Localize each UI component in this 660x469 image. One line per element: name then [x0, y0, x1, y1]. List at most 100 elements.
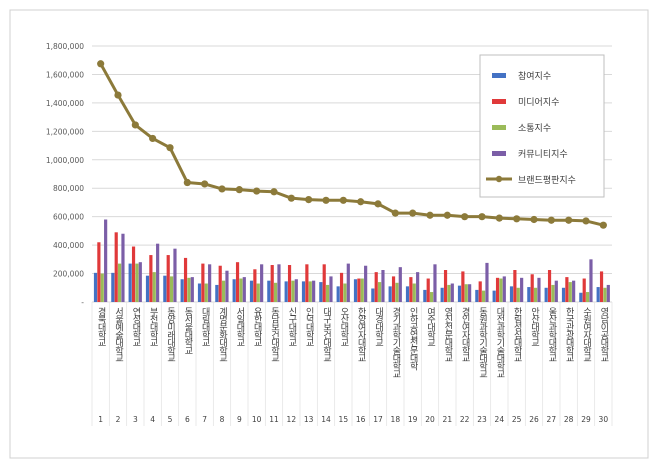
bar — [395, 282, 399, 302]
bar — [322, 264, 326, 302]
bar — [568, 282, 572, 302]
bar — [378, 282, 382, 302]
bar — [534, 287, 538, 302]
bar — [530, 274, 534, 302]
bar — [180, 279, 184, 302]
bar — [520, 277, 524, 302]
x-category-label: 대전과학기술대학교 — [494, 307, 504, 377]
y-tick-label: 800,000 — [53, 184, 84, 193]
bar — [166, 255, 170, 302]
legend-marker — [495, 175, 503, 183]
line-point — [166, 144, 174, 152]
bar — [374, 272, 378, 302]
bar — [235, 262, 240, 302]
rank-label: 28 — [564, 415, 574, 424]
rank-label: 11 — [269, 415, 279, 424]
bar — [114, 232, 118, 302]
bar — [447, 284, 451, 302]
bar — [482, 290, 486, 302]
x-category-label: 한양여자대학교 — [356, 307, 366, 362]
bar — [423, 289, 427, 302]
x-category-label: 대경대학교 — [373, 307, 383, 346]
bar — [426, 278, 430, 302]
legend-label: 커뮤니티지수 — [518, 149, 568, 160]
bar — [170, 276, 174, 302]
rank-label: 18 — [391, 415, 401, 424]
bar — [131, 246, 136, 302]
bar — [225, 270, 229, 302]
legend-swatch — [492, 99, 506, 104]
bar — [478, 281, 482, 302]
rank-label: 24 — [495, 415, 505, 424]
x-category-label: 동서울대학교 — [182, 307, 192, 354]
bar — [242, 277, 246, 302]
bar — [308, 281, 312, 302]
bar — [499, 278, 503, 302]
legend-label: 미디어지수 — [518, 97, 559, 108]
bar — [527, 287, 531, 302]
line-point — [218, 185, 226, 193]
rank-label: 25 — [512, 415, 522, 424]
line-point — [513, 215, 521, 223]
x-category-label: 한림성심대학교 — [512, 307, 522, 362]
rank-label: 15 — [339, 415, 349, 424]
bar — [204, 283, 208, 302]
bar — [319, 282, 323, 302]
bar — [443, 270, 448, 302]
bar — [267, 280, 271, 302]
rank-label: 2 — [116, 415, 121, 424]
x-category-label: 대림대학교 — [200, 307, 210, 346]
line-point — [409, 209, 417, 217]
bar — [398, 267, 402, 302]
rank-label: 27 — [547, 415, 557, 424]
bar — [145, 275, 150, 302]
line-point — [530, 215, 538, 224]
bar — [346, 263, 350, 302]
bar — [249, 280, 254, 302]
bar — [277, 264, 281, 302]
rank-label: 21 — [443, 415, 453, 424]
bar — [343, 283, 347, 302]
y-tick-label: 1,000,000 — [46, 156, 84, 165]
bar — [239, 278, 243, 302]
line-point — [322, 196, 330, 204]
line-point — [201, 180, 209, 188]
rank-label: 20 — [425, 415, 435, 424]
rank-label: 26 — [529, 415, 539, 424]
bar — [603, 287, 607, 302]
bar — [284, 281, 288, 302]
bar — [485, 262, 489, 302]
bar — [391, 276, 396, 302]
bar — [582, 278, 586, 302]
line-point — [287, 194, 295, 202]
bar — [135, 263, 139, 302]
bar — [457, 285, 462, 302]
rank-label: 13 — [304, 415, 314, 424]
bar — [416, 272, 420, 302]
bar — [256, 283, 260, 302]
bar — [371, 288, 375, 302]
bar — [353, 279, 358, 302]
bar — [208, 264, 212, 302]
line-point — [495, 214, 503, 222]
bar — [215, 284, 219, 302]
bar — [551, 284, 555, 302]
bar — [118, 263, 122, 302]
x-category-label: 서울예술대학교 — [113, 307, 123, 362]
bar — [561, 287, 566, 302]
bar — [606, 284, 610, 302]
line-point — [547, 216, 555, 224]
line-point — [97, 60, 105, 68]
rank-label: 14 — [321, 415, 331, 424]
x-category-label: 수원여자대학교 — [581, 307, 591, 362]
x-category-label: 인하공업전문대학 — [408, 307, 418, 372]
bar — [475, 289, 479, 302]
bar — [409, 277, 413, 302]
bar — [547, 270, 552, 302]
line-point — [339, 196, 347, 204]
x-category-label: 오산대학교 — [338, 307, 348, 346]
bar — [502, 276, 506, 302]
